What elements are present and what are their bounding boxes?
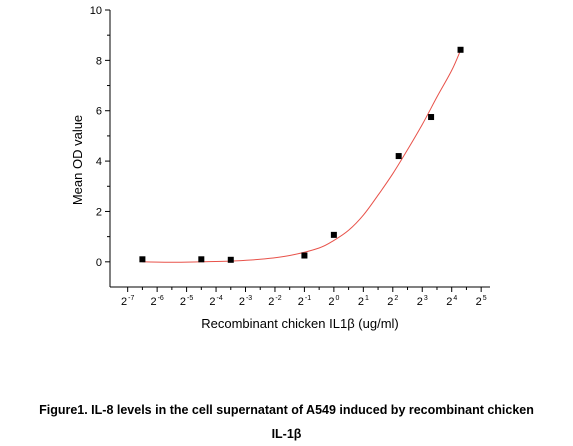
x-axis-title: Recombinant chicken IL1β (ug/ml) <box>201 316 399 331</box>
x-tick-label: 25 <box>476 295 487 308</box>
y-tick-label: 4 <box>96 156 102 168</box>
x-tick-label: 2-2 <box>268 295 281 308</box>
data-point <box>428 114 435 121</box>
x-tick-label: 22 <box>387 295 398 308</box>
x-tick-label: 2-3 <box>239 295 252 308</box>
y-tick-label: 8 <box>96 55 102 67</box>
caption-line-1: Figure1. IL-8 levels in the cell superna… <box>39 403 534 417</box>
x-tick-label: 2-6 <box>150 295 163 308</box>
x-tick-label: 23 <box>417 295 428 308</box>
y-axis-title: Mean OD value <box>70 115 85 205</box>
data-point <box>198 256 205 263</box>
y-tick-label: 2 <box>96 206 102 218</box>
y-tick-label: 6 <box>96 106 102 118</box>
x-tick-label: 20 <box>328 295 339 308</box>
figure-caption: Figure1. IL-8 levels in the cell superna… <box>0 398 573 446</box>
chart-fit-curve-group <box>142 50 461 263</box>
x-tick-label: 24 <box>446 295 457 308</box>
y-tick-label: 10 <box>90 5 102 17</box>
x-tick-label: 21 <box>358 295 369 308</box>
y-tick-label: 0 <box>96 257 102 269</box>
data-point <box>330 231 337 238</box>
fit-curve <box>142 50 461 263</box>
data-point <box>139 256 146 263</box>
data-point <box>395 153 402 160</box>
data-point <box>227 256 234 263</box>
data-point <box>301 252 308 259</box>
x-tick-label: 2-7 <box>121 295 134 308</box>
chart-axes <box>109 10 490 288</box>
x-tick-label: 2-5 <box>180 295 193 308</box>
x-tick-label: 2-4 <box>209 295 222 308</box>
x-tick-label: 2-1 <box>298 295 311 308</box>
data-point <box>457 46 464 53</box>
chart-points <box>139 46 464 263</box>
caption-line-2: IL-1β <box>271 427 302 441</box>
